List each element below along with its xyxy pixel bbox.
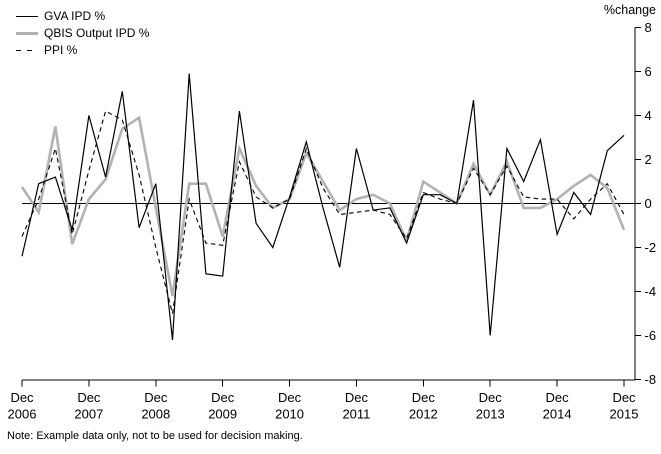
x-tick-label-year: 2014 — [543, 407, 572, 422]
gva-line-sample-icon — [16, 16, 38, 17]
legend-label-gva-ipd: GVA IPD % — [44, 9, 106, 23]
chart-legend: GVA IPD % QBIS Output IPD % PPI % — [16, 8, 149, 59]
x-tick-label-year: 2006 — [8, 407, 37, 422]
x-tick-label-year: 2012 — [409, 407, 438, 422]
y-tick-label: -8 — [645, 372, 657, 387]
x-tick-label-month: Dec — [345, 390, 369, 405]
series-ppi-line — [21, 110, 625, 314]
series-gva-ipd-line — [21, 73, 625, 340]
x-tick-label-year: 2010 — [275, 407, 304, 422]
x-tick-label-month: Dec — [546, 390, 570, 405]
legend-item-qbis-output-ipd: QBIS Output IPD % — [16, 25, 149, 42]
y-tick-label: -4 — [645, 284, 657, 299]
y-tick-label: -2 — [645, 240, 657, 255]
qbis-line-sample-icon — [16, 32, 38, 35]
x-tick-label-month: Dec — [278, 390, 302, 405]
legend-label-ppi: PPI % — [44, 43, 78, 57]
x-tick-label-month: Dec — [77, 390, 101, 405]
x-tick-label-month: Dec — [211, 390, 235, 405]
y-tick-label: -6 — [645, 328, 657, 343]
legend-label-qbis-output-ipd: QBIS Output IPD % — [44, 26, 150, 40]
y-tick-label: 2 — [645, 152, 652, 167]
x-tick-label-year: 2015 — [610, 407, 639, 422]
y-tick-label: 8 — [645, 20, 652, 35]
legend-item-gva-ipd: GVA IPD % — [16, 8, 149, 25]
x-tick-label-month: Dec — [412, 390, 436, 405]
y-tick-label: 4 — [645, 108, 652, 123]
footnote: Note: Example data only, not to be used … — [7, 430, 303, 442]
x-tick-label-month: Dec — [144, 390, 168, 405]
x-tick-label-year: 2011 — [342, 407, 370, 422]
ppi-line-sample-icon — [16, 50, 33, 51]
x-tick-label-year: 2009 — [208, 407, 237, 422]
y-tick-label: 0 — [645, 196, 652, 211]
x-tick-label-month: Dec — [10, 390, 34, 405]
legend-item-ppi: PPI % — [16, 42, 149, 59]
y-tick-label: 6 — [645, 64, 652, 79]
x-tick-label-year: 2013 — [476, 407, 505, 422]
y-axis-unit-label: %change — [603, 3, 656, 17]
x-tick-label-year: 2007 — [74, 407, 103, 422]
x-tick-label-month: Dec — [612, 390, 636, 405]
x-tick-label-month: Dec — [479, 390, 503, 405]
x-tick-label-year: 2008 — [141, 407, 170, 422]
series-qbis-output-ipd-line — [20, 115, 626, 297]
